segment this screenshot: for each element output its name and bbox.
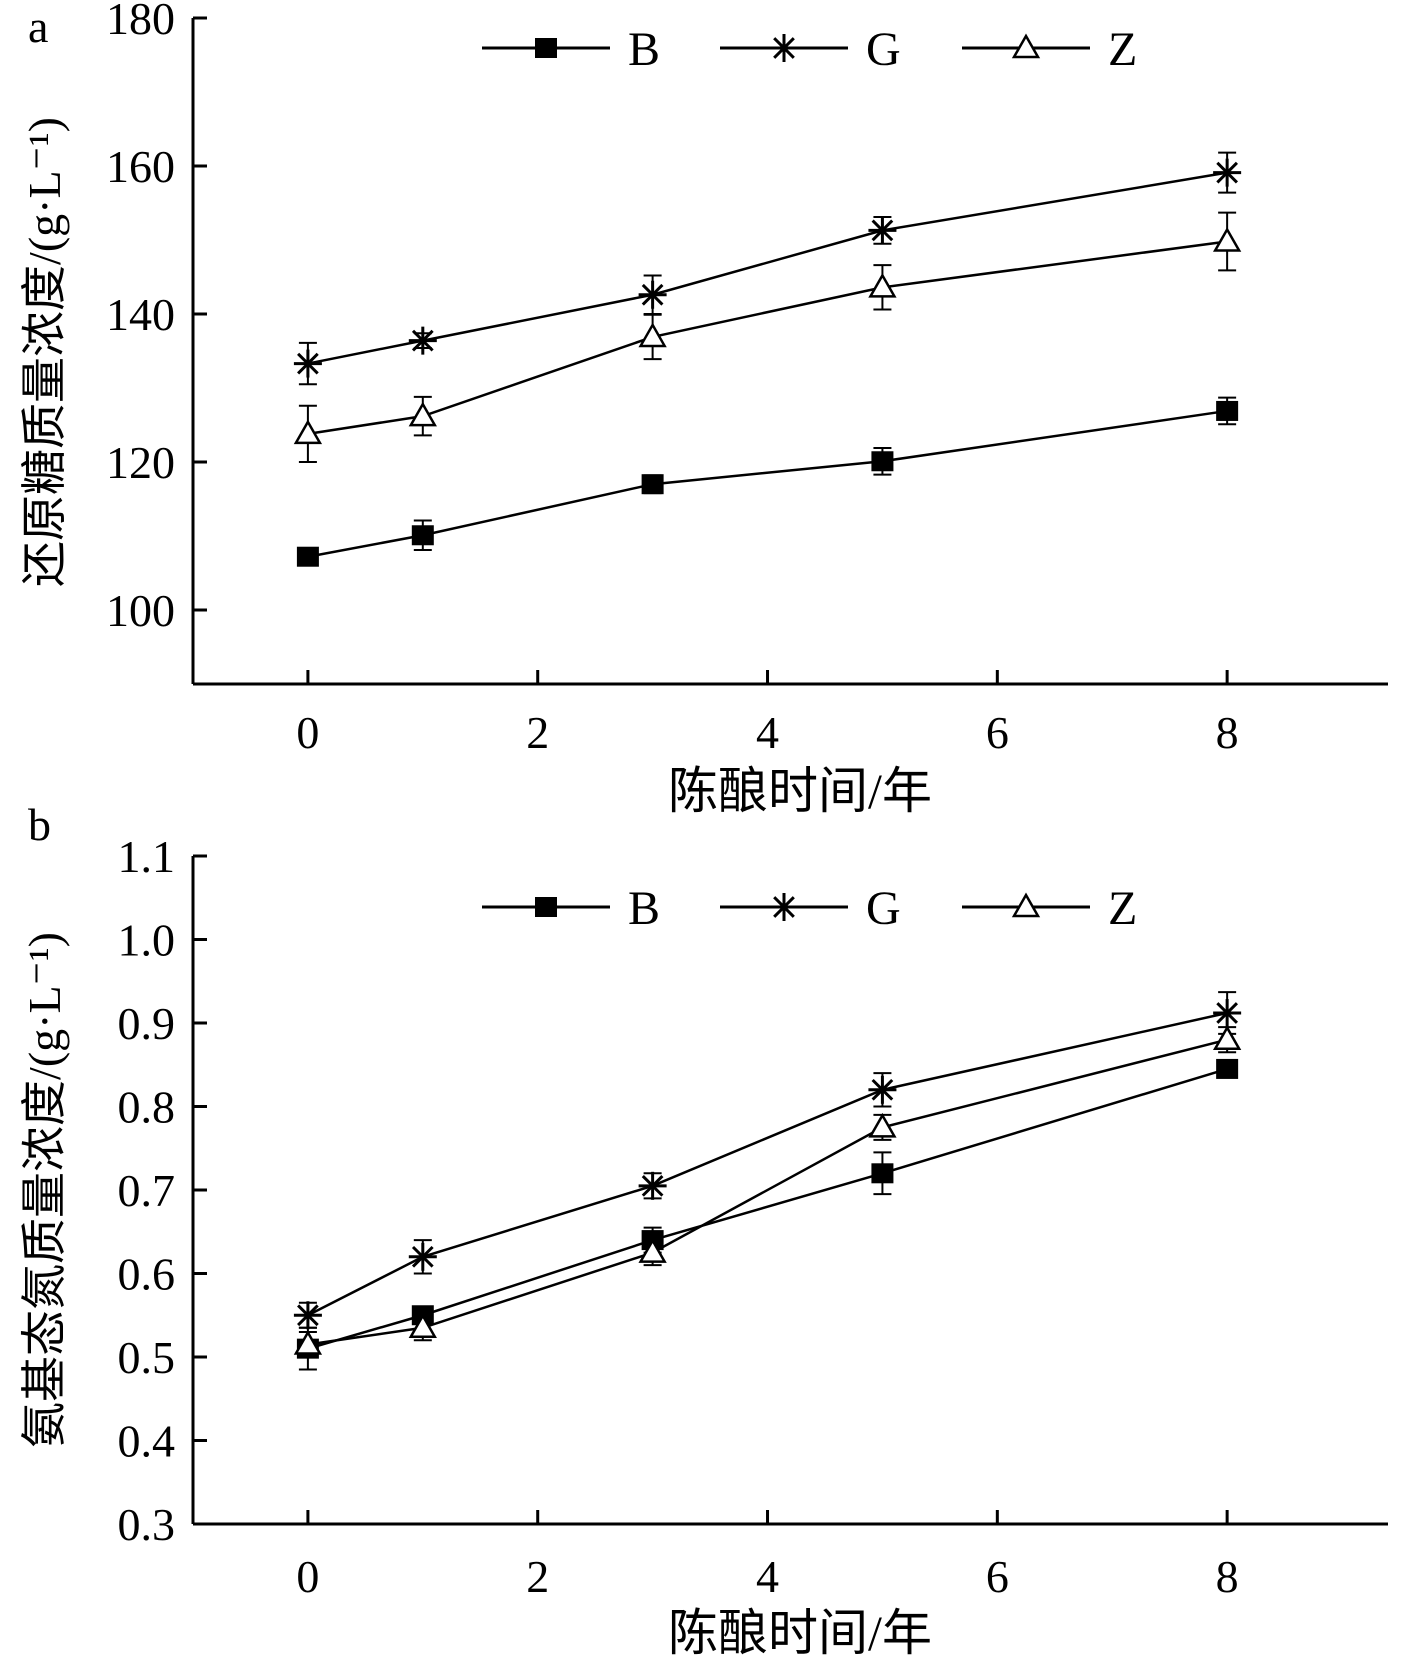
panel-a-x-tick-label: 4 xyxy=(756,707,779,758)
panel-b-y-ticks: 0.3 0.4 0.5 0.6 0.7 0.8 0.9 1.0 1.1 xyxy=(118,831,207,1550)
panel-a-series-z-line xyxy=(307,240,1228,436)
panel-b-x-tick-label: 6 xyxy=(986,1551,1009,1602)
panel-b-x-ticks: 0 2 4 6 8 xyxy=(296,1510,1239,1602)
panel-b-label: b xyxy=(28,799,51,850)
panel-a-series-g-point xyxy=(1213,158,1242,187)
panel-b-series-z-line xyxy=(307,1038,1228,1346)
panel-b-y-tick-label: 1.0 xyxy=(118,915,176,966)
panel-a-legend-b-marker xyxy=(535,38,557,58)
panel-b-y-tick-label: 0.8 xyxy=(118,1082,176,1133)
panel-b-y-tick-label: 0.6 xyxy=(118,1249,176,1300)
panel-b-series-z-point xyxy=(408,1313,437,1339)
panel-b-series-g-point xyxy=(638,1171,667,1200)
panel-a-x-tick-label: 0 xyxy=(296,707,319,758)
panel-a-series-b-point xyxy=(641,474,664,495)
panel-a-series-z-point xyxy=(1212,226,1242,252)
panel-b-series xyxy=(293,991,1242,1371)
panel-b-y-tick-label: 0.5 xyxy=(118,1332,176,1383)
panel-b-legend-b-marker xyxy=(535,897,557,917)
panel-b-legend-g-label: G xyxy=(866,882,901,935)
panel-a-legend-b-label: B xyxy=(628,23,660,76)
panel-a-series-g-point xyxy=(408,326,437,355)
panel-b-y-tick-label: 0.4 xyxy=(118,1416,176,1467)
panel-a-y-tick-label: 160 xyxy=(106,141,175,192)
panel-b-x-tick-label: 0 xyxy=(296,1551,319,1602)
panel-b-y-tick-label: 0.9 xyxy=(118,998,176,1049)
panel-a-series-z-point xyxy=(293,419,323,445)
panel-a-series-g-point xyxy=(638,280,667,309)
panel-a-series-g-point xyxy=(868,216,897,245)
panel-b-legend-g-marker xyxy=(770,893,798,921)
panel-b-legend-b-label: B xyxy=(628,882,660,935)
panel-b-series-g-point xyxy=(868,1075,897,1104)
panel-b-y-axis-title: 氨基态氮质量浓度/(g·L⁻¹) xyxy=(19,932,70,1448)
panel-a-legend-g-label: G xyxy=(866,23,901,76)
panel-b-legend-z-label: Z xyxy=(1108,882,1137,935)
panel-b-series-z-point xyxy=(868,1112,897,1138)
panel-a-y-tick-label: 120 xyxy=(106,437,175,488)
panel-b-series-z-point xyxy=(1212,1025,1242,1050)
panel-a-series-b-point xyxy=(296,546,319,567)
panel-b-series-b-point xyxy=(1216,1058,1239,1079)
panel-b-series-g-point xyxy=(1213,998,1242,1027)
panel-a-x-ticks: 0 2 4 6 8 xyxy=(296,670,1239,758)
panel-b-y-tick-label: 0.3 xyxy=(118,1499,176,1550)
panel-a-y-tick-label: 100 xyxy=(106,585,175,636)
panel-b-series-g-line xyxy=(307,1011,1228,1317)
panel-a: a 100 120 140 160 180 0 2 4 6 8 B G Z 陈酿时间/年 还原糖质量… xyxy=(19,0,1388,819)
panel-a-series-z-point xyxy=(638,322,667,348)
panel-a-y-axis-title: 还原糖质量浓度/(g·L⁻¹) xyxy=(19,117,70,587)
panel-b-y-tick-label: 1.1 xyxy=(118,831,176,882)
panel-b-x-axis-title: 陈酿时间/年 xyxy=(668,1605,932,1661)
panel-b-x-tick-label: 4 xyxy=(756,1551,779,1602)
panel-a-legend-z-marker xyxy=(1011,33,1041,59)
panel-b-series-z-point xyxy=(638,1238,667,1263)
panel-b-legend-z-marker xyxy=(1011,892,1041,918)
panel-a-y-tick-label: 180 xyxy=(106,0,175,44)
panel-a-series-b-point xyxy=(411,525,434,546)
panel-a-series-b-point xyxy=(871,451,894,472)
panel-a-series-z-point xyxy=(868,272,897,298)
panel-b-x-tick-label: 8 xyxy=(1216,1551,1239,1602)
panel-a-x-tick-label: 8 xyxy=(1216,707,1239,758)
panel-a-series-z-point xyxy=(408,401,437,427)
panel-a-series-g-point xyxy=(293,349,322,378)
panel-b-series-z-point xyxy=(293,1329,323,1355)
panel-b-x-tick-label: 2 xyxy=(526,1551,549,1602)
panel-a-x-axis-title: 陈酿时间/年 xyxy=(668,763,932,819)
panel-b-series-b-point xyxy=(871,1163,894,1184)
panel-b-y-tick-label: 0.7 xyxy=(118,1165,176,1216)
panel-b-series-b-line xyxy=(307,1067,1228,1350)
panel-a-series-b-line xyxy=(307,409,1228,558)
panel-a-label: a xyxy=(28,1,48,52)
panel-a-series xyxy=(293,151,1242,567)
panel-a-series-g-line xyxy=(307,171,1228,365)
panel-a-y-tick-label: 140 xyxy=(106,289,175,340)
panel-a-y-ticks: 100 120 140 160 180 xyxy=(106,0,207,636)
panel-a-legend-z-label: Z xyxy=(1108,23,1137,76)
panel-a-legend-g-marker xyxy=(770,34,798,62)
panel-a-series-b-point xyxy=(1216,400,1239,421)
panel-a-x-tick-label: 6 xyxy=(986,707,1009,758)
panel-b-series-g-point xyxy=(408,1242,437,1271)
panel-a-x-tick-label: 2 xyxy=(526,707,549,758)
panel-b-series-g-point xyxy=(293,1301,322,1330)
